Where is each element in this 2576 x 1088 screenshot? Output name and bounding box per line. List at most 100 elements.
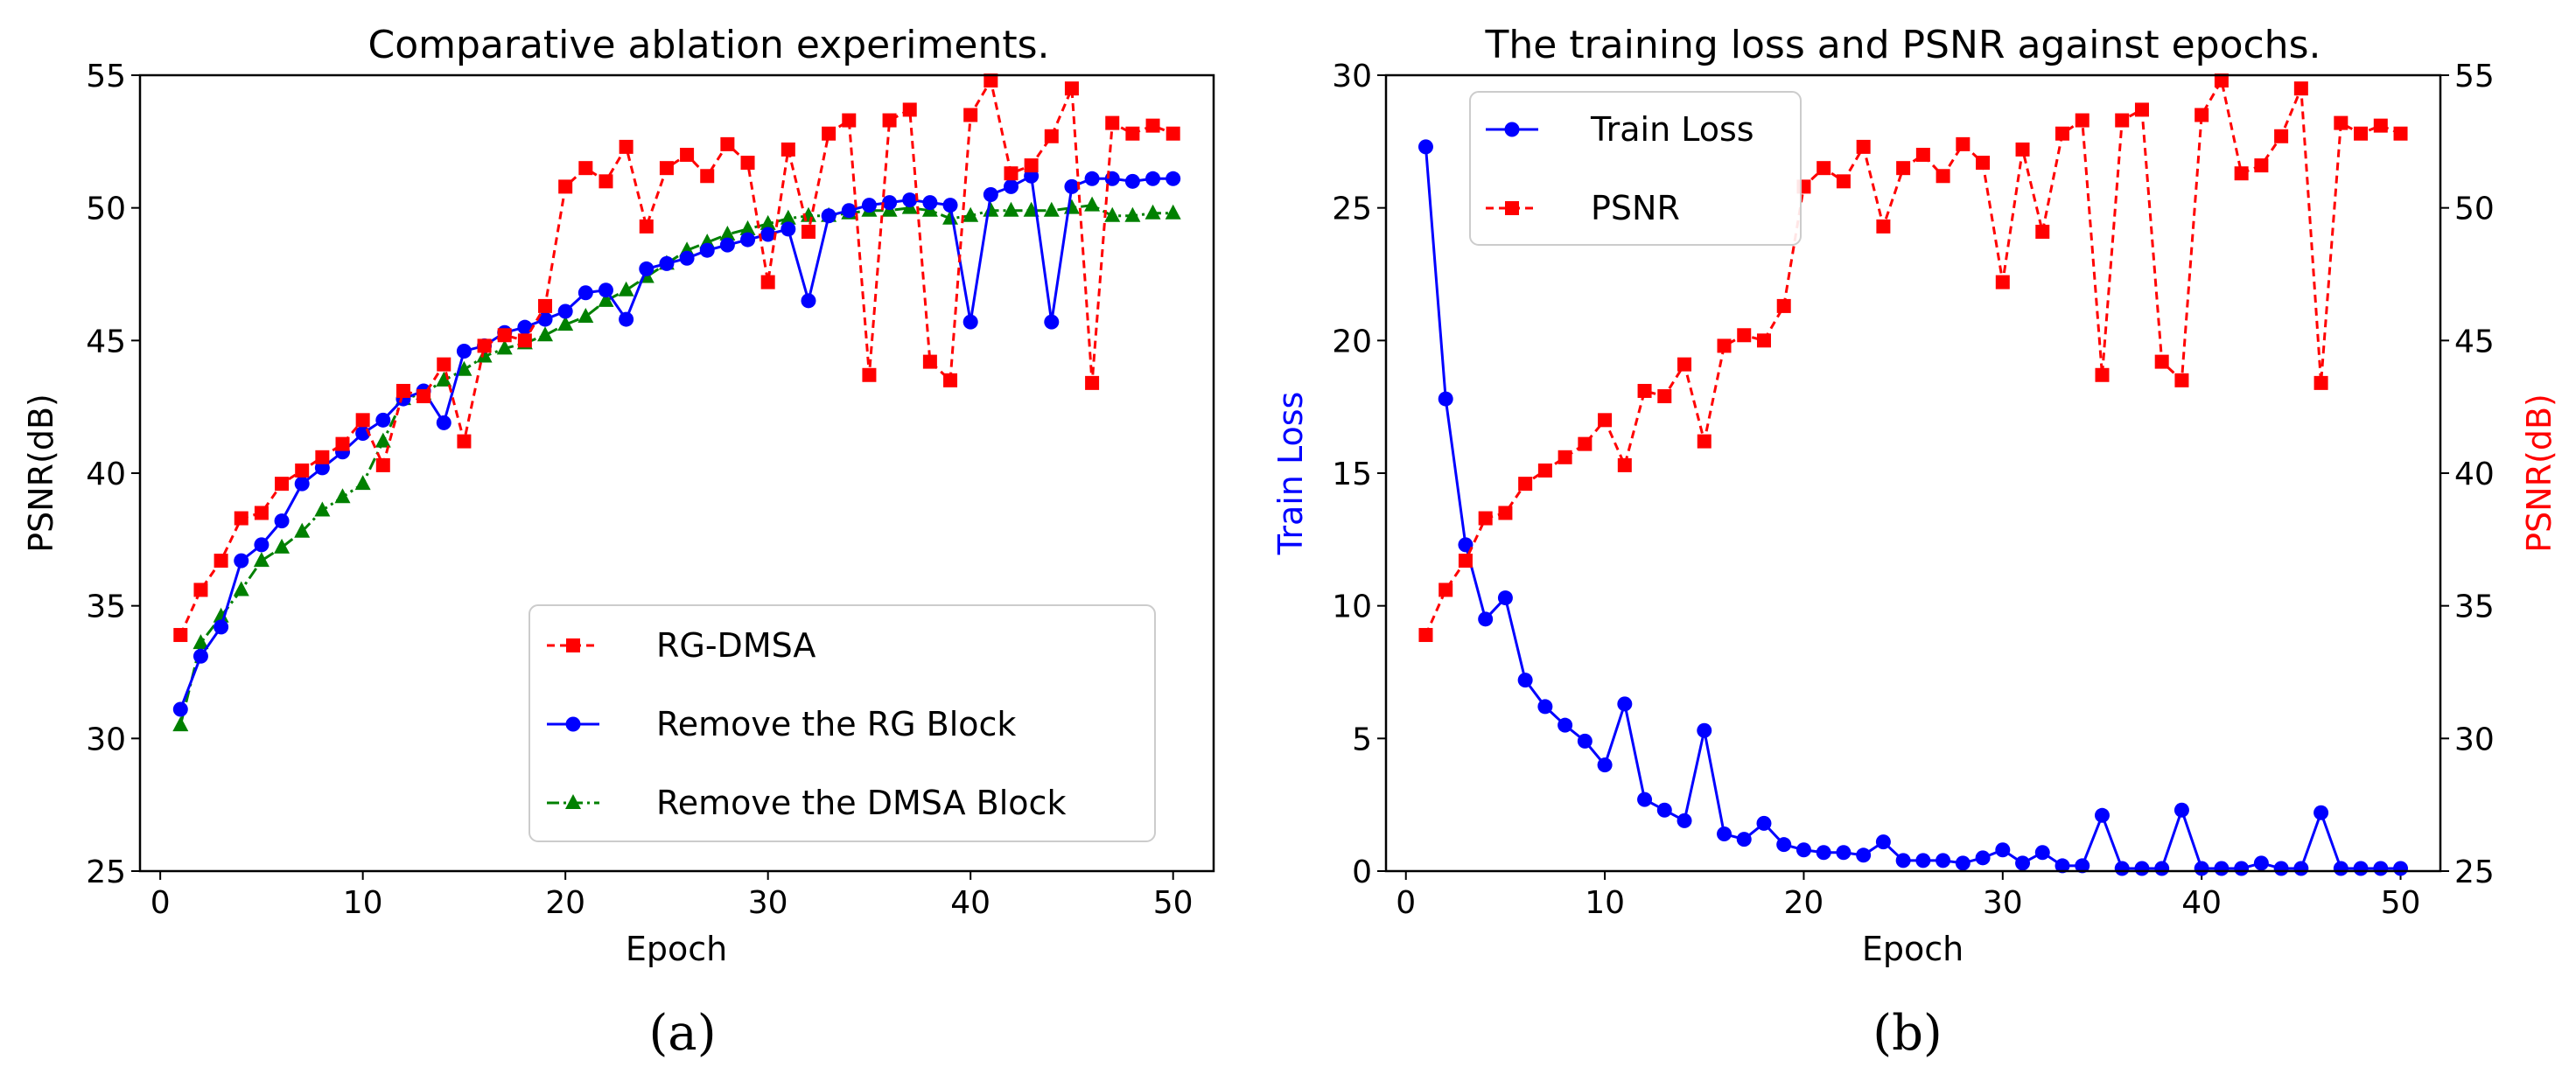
panel-a-series-2-point [334,488,351,504]
panel-a-series-0-point [457,434,472,449]
panel-a-series-1-point [192,648,208,664]
panel-a-legend: RG-DMSA Remove the RG Block Remove the DMS… [528,604,1156,842]
panel-a-series-2-point [1124,206,1141,222]
panel-b-series-0-point [2314,805,2329,820]
panel-a-series-1-point [983,187,998,202]
panel-b-series-0-point [1577,733,1592,749]
panel-a-series-1-point [1124,173,1140,189]
panel-b-legend-label: Train Loss [1590,110,1754,149]
panel-a-series-1-point [801,293,816,309]
panel-a-series-0-point [1166,126,1180,141]
panel-b-series-1-point [1717,338,1732,353]
panel-a-series-1-point [172,701,188,717]
panel-b-series-0-point [1736,832,1752,847]
panel-a-series-2-point [1144,204,1161,220]
panel-b-series-0-point [1717,826,1732,842]
panel-b-legend: Train Loss PSNR [1469,91,1802,246]
panel-a-series-0-point [822,126,836,141]
panel-b-series-1-point [1776,298,1791,313]
panel-a-legend-marker [566,638,580,652]
panel-a-series-1-point [214,619,229,635]
panel-a-series-0-point [842,113,857,128]
panel-b-left-ytick-label: 0 [1352,854,1372,890]
panel-a-series-1-point [861,198,877,213]
panel-a-series-0-point [1145,118,1160,133]
panel-b-title: The training loss and PSNR against epoch… [1485,23,2321,67]
panel-b-series-1-point [2334,115,2348,130]
panel-b-series-0-point [1756,815,1772,831]
panel-a-series-1-point [841,203,857,219]
panel-b-series-1-point [1915,148,1930,162]
panel-a-series-0-point [375,457,390,472]
panel-b-series-0-point [2333,861,2348,876]
panel-a-series-1-point [436,415,452,430]
panel-a-series-1-point [1166,171,1181,186]
panel-a-series-1-point [598,282,613,298]
panel-a-series-0-point [922,354,937,369]
panel-a-series-0-point [639,219,654,234]
panel-b-series-1-point [1518,477,1533,492]
panel-a-series-0-point [760,275,775,289]
panel-a-series-2-point [1043,201,1060,217]
panel-a-series-1-point [254,537,270,553]
panel-a-series-0-point [659,161,674,176]
panel-a-ytick-label: 35 [86,589,126,625]
panel-a-series-0-point [578,161,593,176]
panel-a-series-2-point [496,339,513,355]
panel-b-series-1-point [2393,126,2408,141]
panel-b-series-0-point [1895,853,1911,868]
panel-a-series-1-point [375,412,391,428]
panel-a-ytick-label: 45 [86,324,126,359]
panel-b-series-0-point [2154,861,2170,876]
panel-a-series-1-point [1084,171,1100,186]
panel-a-series-0-point [396,383,410,398]
panel-a-series-2-point [578,308,594,324]
panel-b-right-ytick-label: 25 [2454,854,2495,890]
panel-a-series-0-point [862,367,877,382]
panel-b-series [1418,73,2409,876]
panel-b-series-0-point [2373,861,2389,876]
panel-a-series-0-point [1064,81,1079,96]
panel-b-series-0-point [1915,853,1931,868]
panel-b-series-1-point [1876,219,1891,234]
panel-a-series-0-point [1085,375,1100,390]
panel-b-left-ytick-label: 15 [1332,457,1372,492]
panel-b-series-1-point [1976,156,1991,171]
panel-a-series-0-point [963,108,978,122]
panel-a-series-1-point [619,311,634,327]
panel-a-series-0-point [680,148,695,162]
panel-a-series-0-point [497,328,512,343]
panel-a-series-0-point [538,298,553,313]
panel-a-series-1-point [719,237,735,253]
panel-a-series-1-point [274,513,290,529]
panel-a-series-1-point [882,195,898,211]
panel-a-series-0-point [882,113,897,128]
panel-a-series-1-point [234,553,249,568]
panel-a-series-0-point [700,169,715,184]
panel-b-series-0-point [1617,696,1633,712]
panel-a-series-2-point [192,634,209,650]
panel-b-left-ytick-label: 20 [1332,324,1372,359]
panel-a-series-1-point [1064,178,1080,194]
panel-a-series-2-point [456,360,472,376]
panel-a-series-2-point [557,316,574,331]
panel-a-legend-label: RG-DMSA [656,626,816,665]
panel-b-series-1-point [2055,126,2070,141]
panel-a-series-0-point [902,102,917,117]
panel-a-series-0-point [1024,158,1039,173]
panel-b-xtick-label: 0 [1396,885,1416,921]
panel-b-series-1-point [2354,126,2369,141]
panel-a: Comparative ablation experiments. 0 10 20 3… [22,23,1215,1062]
panel-b-series-0-point [1418,139,1433,155]
panel-b-series-0-point [1796,842,1811,858]
panel-b-series-0-point [2214,861,2230,876]
panel-b-series-1-point [1856,139,1871,154]
panel-b-series-1-point [1598,413,1613,428]
panel-a-series-1-point [1044,314,1060,330]
panel-b-series-1-point [1498,506,1513,520]
panel-a-series-1-point [1145,171,1161,186]
panel-b-xtick-label: 40 [2181,885,2222,921]
panel-a-series-0-point [275,477,290,492]
panel-b-series-0-point [2293,861,2309,876]
panel-a-series-0-point [984,73,998,88]
